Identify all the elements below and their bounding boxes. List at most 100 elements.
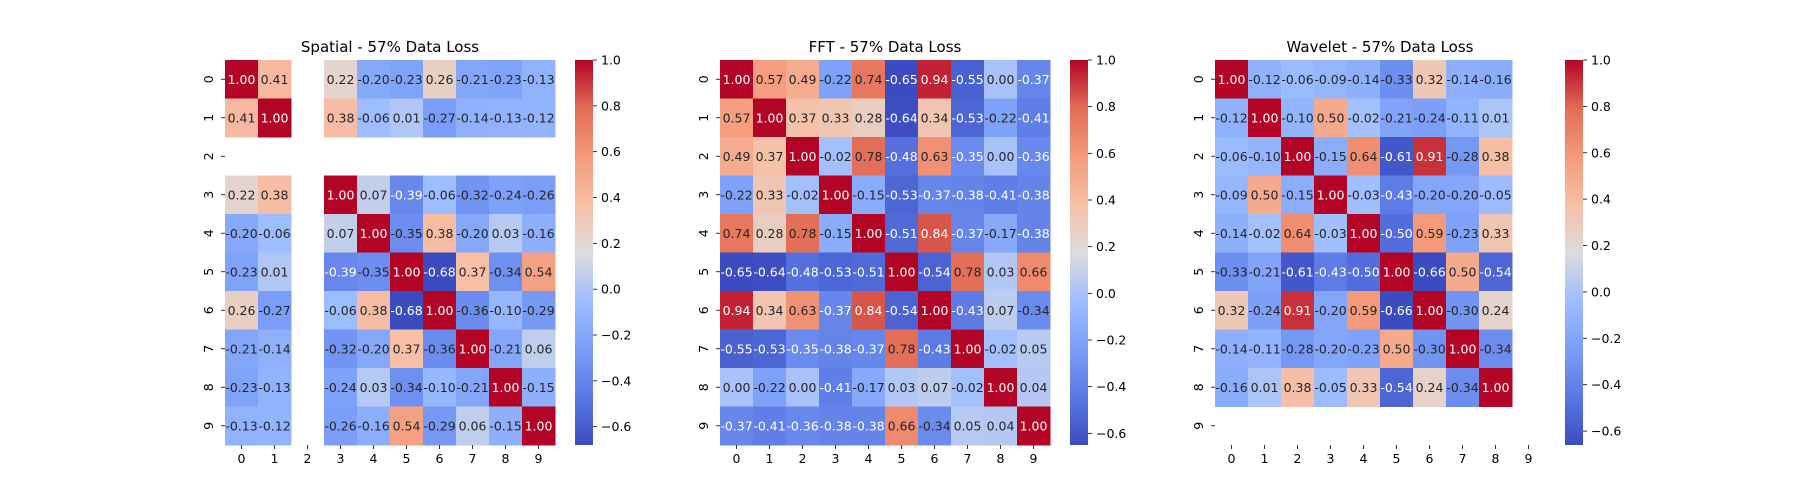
cell-value-label: 0.59 (1416, 226, 1444, 241)
heatmap-cell (390, 406, 424, 446)
cell-value-label: -0.06 (357, 110, 389, 125)
x-tick-label: 4 (1360, 451, 1368, 466)
cell-value-label: 0.38 (327, 110, 355, 125)
heatmap-cell (258, 406, 292, 446)
cell-value-label: 0.07 (360, 187, 388, 202)
cell-value-label: 0.91 (1416, 149, 1444, 164)
heatmap-cell (1281, 98, 1315, 138)
cell-value-label: 0.03 (888, 380, 916, 395)
cell-value-label: 1.00 (822, 187, 850, 202)
heatmap-cell (1314, 252, 1348, 292)
heatmap-cell (258, 329, 292, 369)
y-tick-label: 4 (201, 229, 216, 237)
cell-value-label: 0.06 (459, 418, 487, 433)
cell-value-label: -0.09 (1215, 187, 1247, 202)
cell-value-label: 0.41 (228, 110, 256, 125)
cell-value-label: -0.43 (1380, 187, 1412, 202)
cell-value-label: -0.14 (1215, 226, 1247, 241)
heatmap-cell (918, 60, 952, 99)
cell-value-label: 0.50 (1383, 341, 1411, 356)
y-tick-label: 1 (696, 114, 711, 122)
heatmap-cell (324, 406, 358, 446)
heatmap-cell (1479, 175, 1513, 215)
cell-value-label: 1.00 (789, 149, 817, 164)
heatmap-cell (1281, 252, 1315, 292)
heatmap-cell (1413, 252, 1447, 292)
heatmap-cell (225, 291, 259, 330)
heatmap-cell (1215, 214, 1249, 253)
heatmap-cell (852, 291, 886, 330)
cell-value-label: -0.29 (423, 418, 455, 433)
cell-value-label: -0.28 (1446, 149, 1478, 164)
y-tick-label: 1 (1191, 114, 1206, 122)
x-tick-label: 1 (271, 451, 279, 466)
heatmap-cell (1281, 60, 1315, 99)
heatmap-cell (1314, 329, 1348, 369)
heatmap-cell (258, 368, 292, 407)
cell-value-label: -0.13 (522, 72, 554, 87)
cell-value-label: -0.34 (1479, 341, 1511, 356)
colorbar-tick-label: −0.2 (601, 328, 631, 343)
cell-value-label: -0.05 (1314, 380, 1346, 395)
heatmap-cell (951, 60, 985, 99)
heatmap-cell (1017, 406, 1051, 446)
x-tick-label: 7 (1459, 451, 1467, 466)
cell-value-label: 1.00 (1449, 341, 1477, 356)
cell-value-label: -0.23 (390, 72, 422, 87)
heatmap-cell (489, 60, 523, 99)
cell-value-label: 1.00 (987, 380, 1015, 395)
heatmap-cell (852, 98, 886, 138)
heatmap-cell (885, 137, 919, 176)
cell-value-label: -0.50 (1347, 264, 1379, 279)
heatmap-cell (489, 291, 523, 330)
cell-value-label: -0.13 (258, 380, 290, 395)
y-tick-label: 0 (696, 75, 711, 83)
cell-value-label: 0.78 (954, 264, 982, 279)
heatmap-cell (522, 252, 556, 292)
cell-value-label: -0.61 (1281, 264, 1313, 279)
x-tick-label: 6 (436, 451, 444, 466)
cell-value-label: -0.36 (423, 341, 455, 356)
heatmap-cell (1215, 329, 1249, 369)
cell-value-label: 0.94 (921, 72, 949, 87)
cell-value-label: 1.00 (393, 264, 421, 279)
cell-value-label: -0.22 (819, 72, 851, 87)
cell-value-label: 0.63 (789, 303, 817, 318)
cell-value-label: 0.50 (1251, 187, 1279, 202)
heatmap-cell (225, 60, 259, 99)
heatmap-cell (1017, 368, 1051, 407)
cell-value-label: -0.10 (1248, 149, 1280, 164)
cell-value-label: 0.59 (1350, 303, 1378, 318)
heatmap-cell (885, 368, 919, 407)
heatmap-cell (984, 137, 1018, 176)
x-tick-label: 9 (1525, 451, 1533, 466)
heatmap-cell (1017, 175, 1051, 215)
heatmap-cell (1446, 60, 1480, 99)
heatmap-cell (489, 214, 523, 253)
heatmap-cell (1347, 98, 1381, 138)
y-tick-label: 6 (201, 306, 216, 314)
cell-value-label: -0.28 (1281, 341, 1313, 356)
cell-value-label: -0.22 (753, 380, 785, 395)
heatmap-cell (918, 175, 952, 215)
cell-value-label: -0.20 (1413, 187, 1445, 202)
y-tick-label: 5 (696, 268, 711, 276)
heatmap-cell (1380, 60, 1414, 99)
heatmap-cell (786, 329, 820, 369)
cell-value-label: -0.20 (357, 72, 389, 87)
heatmap-cell (225, 368, 259, 407)
heatmap-cell (984, 329, 1018, 369)
heatmap-cell (753, 137, 787, 176)
colorbar-tick-label: −0.2 (1591, 331, 1621, 346)
heatmap-cell (1314, 60, 1348, 99)
cell-value-label: -0.37 (720, 418, 752, 433)
cell-value-label: -0.14 (258, 341, 290, 356)
cell-value-label: -0.53 (819, 264, 851, 279)
heatmap-cell (1215, 98, 1249, 138)
heatmap-cell (1281, 291, 1315, 330)
heatmap-cell (852, 175, 886, 215)
cell-value-label: 0.94 (723, 303, 751, 318)
cell-value-label: 1.00 (723, 72, 751, 87)
cell-value-label: -0.22 (720, 187, 752, 202)
cell-value-label: 0.34 (756, 303, 784, 318)
